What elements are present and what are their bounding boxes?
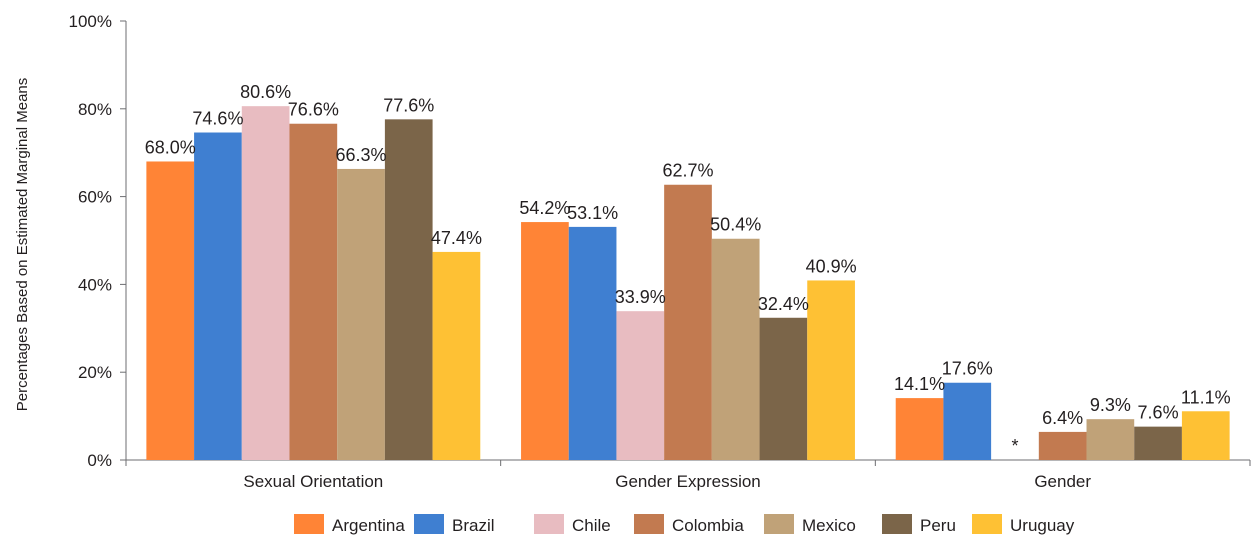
y-tick-label: 60% (78, 188, 112, 207)
y-axis-label: Percentages Based on Estimated Marginal … (14, 78, 31, 412)
bar-colombia (664, 184, 712, 460)
bar-colombia (1038, 431, 1087, 460)
data-label: 40.9% (806, 256, 857, 276)
bar-peru (759, 317, 808, 460)
bar-mexico (711, 238, 760, 460)
data-label: 66.3% (336, 145, 387, 165)
data-label: 32.4% (758, 294, 809, 314)
bar-uruguay (1181, 411, 1230, 460)
x-category-label: Sexual Orientation (243, 472, 383, 491)
bar-argentina (146, 161, 195, 461)
legend-swatch (882, 514, 912, 534)
bar-uruguay (807, 280, 855, 460)
data-label: 6.4% (1042, 408, 1083, 428)
legend-item-colombia: Colombia (634, 514, 744, 535)
legend: Argentina Brazil Chile Colombia Mexico Peru Ur… (294, 514, 1075, 535)
bar-brazil (194, 132, 242, 461)
legend-label: Brazil (452, 516, 495, 535)
legend-label: Colombia (672, 516, 744, 535)
bar-peru (1134, 426, 1182, 460)
bar-argentina (521, 222, 569, 460)
bar-argentina (895, 398, 944, 460)
legend-item-argentina: Argentina (294, 514, 405, 535)
legend-label: Mexico (802, 516, 856, 535)
data-label: 80.6% (240, 82, 291, 102)
legend-item-mexico: Mexico (764, 514, 856, 535)
legend-label: Peru (920, 516, 956, 535)
legend-item-uruguay: Uruguay (972, 514, 1075, 535)
y-tick-label: 80% (78, 100, 112, 119)
bar-brazil (943, 382, 992, 460)
legend-label: Uruguay (1010, 516, 1075, 535)
y-tick-label: 0% (87, 451, 112, 470)
bar-chile (241, 106, 290, 460)
bar-colombia (289, 123, 338, 460)
data-label: 74.6% (192, 109, 243, 129)
data-label: 54.2% (519, 198, 570, 218)
data-label: * (1011, 436, 1018, 456)
y-tick-label: 20% (78, 363, 112, 382)
bar-brazil (568, 226, 617, 460)
data-label: 62.7% (662, 161, 713, 181)
legend-item-brazil: Brazil (414, 514, 495, 535)
data-label: 77.6% (383, 95, 434, 115)
legend-item-peru: Peru (882, 514, 956, 535)
data-labels: 68.0% 54.2% 14.1% 74.6% 53.1% 17.6% 80.6% 33.9%… (145, 82, 1231, 456)
legend-swatch (414, 514, 444, 534)
y-tick-label: 40% (78, 275, 112, 294)
bar-peru (384, 119, 433, 460)
bar-mexico (1086, 419, 1135, 460)
legend-swatch (294, 514, 324, 534)
x-axis: Sexual Orientation Gender Expression Gende… (125, 459, 1251, 491)
bars (146, 106, 1230, 461)
x-category-label: Gender Expression (615, 472, 761, 491)
data-label: 14.1% (894, 374, 945, 394)
legend-label: Argentina (332, 516, 405, 535)
legend-swatch (764, 514, 794, 534)
y-tick-label: 100% (69, 12, 112, 31)
y-axis: 0% 20% 40% 60% 80% 100% (69, 12, 127, 470)
data-label: 76.6% (288, 100, 339, 120)
legend-swatch (972, 514, 1002, 534)
data-label: 47.4% (431, 228, 482, 248)
data-label: 68.0% (145, 137, 196, 157)
legend-swatch (534, 514, 564, 534)
legend-swatch (634, 514, 664, 534)
data-label: 9.3% (1090, 395, 1131, 415)
data-label: 17.6% (942, 359, 993, 379)
bar-chile (616, 311, 665, 460)
bar-uruguay (432, 251, 481, 460)
data-label: 7.6% (1138, 403, 1179, 423)
bar-mexico (337, 168, 385, 460)
legend-item-chile: Chile (534, 514, 611, 535)
data-label: 50.4% (710, 215, 761, 235)
legend-label: Chile (572, 516, 611, 535)
data-label: 33.9% (615, 287, 666, 307)
x-category-label: Gender (1034, 472, 1091, 491)
data-label: 53.1% (567, 203, 618, 223)
data-label: 11.1% (1181, 387, 1231, 407)
